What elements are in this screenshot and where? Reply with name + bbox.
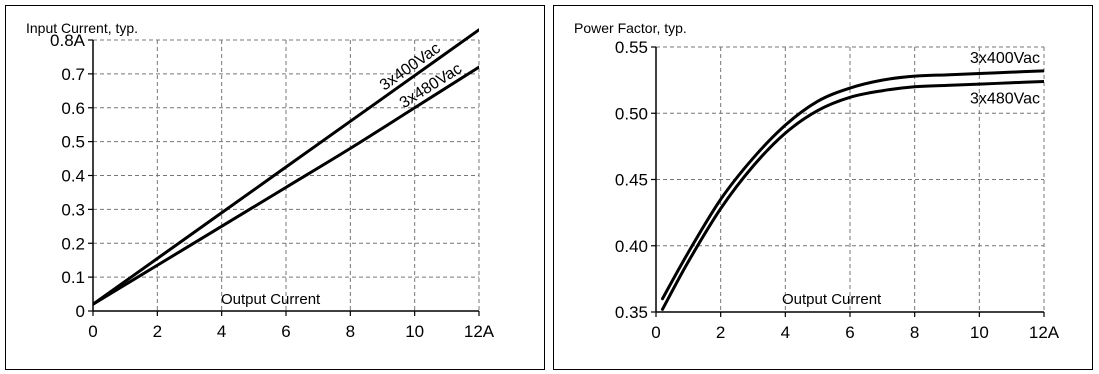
x-tick-label: 10 xyxy=(970,323,989,342)
x-tick-label: 6 xyxy=(845,323,854,342)
y-tick-label: 0.45 xyxy=(615,171,648,190)
chart-title: Input Current, typ. xyxy=(26,20,139,36)
y-tick-label: 0.8A xyxy=(50,31,86,50)
x-tick-label: 2 xyxy=(153,322,162,341)
y-tick-label: 0.55 xyxy=(615,38,648,57)
x-axis-label: Output Current xyxy=(782,291,882,308)
x-tick-label: 12A xyxy=(1029,323,1060,342)
input-current-chart: Input Current, typ. 0 2 4 6 8 10 12A 0 0.1 0.2 0.3… xyxy=(5,5,545,370)
x-tick-label: 8 xyxy=(910,323,919,342)
series-label-3x480vac: 3x480Vac xyxy=(970,90,1040,107)
x-tick-label: 12A xyxy=(464,322,495,341)
x-tick-label: 4 xyxy=(781,323,790,342)
y-tick-label: 0.7 xyxy=(61,65,85,84)
x-tick-label: 8 xyxy=(346,322,355,341)
series-label-3x400vac: 3x400Vac xyxy=(970,50,1040,67)
power-factor-plot: 0 2 4 6 8 10 12A 0.35 0.40 0.45 0.50 0.55 Output Cu… xyxy=(615,38,1060,342)
power-factor-chart: Power Factor, typ. 0 2 4 6 8 10 12A 0.35 0.40 0.4… xyxy=(553,5,1093,370)
y-tick-label: 0.50 xyxy=(615,104,648,123)
x-tick-label: 0 xyxy=(88,322,97,341)
y-tick-label: 0 xyxy=(76,302,85,321)
series-line-3x480vac xyxy=(660,79,1044,311)
x-tick-label: 4 xyxy=(217,322,226,341)
y-tick-label: 0.1 xyxy=(61,268,85,287)
series-line-3x400vac xyxy=(93,28,479,306)
series-line-3x480vac xyxy=(93,65,479,306)
x-tick-label: 0 xyxy=(651,323,660,342)
y-tick-label: 0.40 xyxy=(615,237,648,256)
y-tick-label: 0.3 xyxy=(61,200,85,219)
series-line-3x400vac xyxy=(660,69,1044,301)
x-tick-label: 6 xyxy=(281,322,290,341)
chart-title: Power Factor, typ. xyxy=(574,20,687,36)
input-current-plot: 0 2 4 6 8 10 12A 0 0.1 0.2 0.3 0.4 0.5 0.6 0.7 0.8A Out… xyxy=(50,28,495,341)
y-tick-label: 0.35 xyxy=(615,303,648,322)
x-tick-label: 2 xyxy=(716,323,725,342)
x-axis-label: Output Current xyxy=(221,291,321,308)
y-tick-label: 0.2 xyxy=(61,234,85,253)
y-tick-label: 0.6 xyxy=(61,99,85,118)
y-tick-label: 0.4 xyxy=(61,167,85,186)
x-tick-label: 10 xyxy=(405,322,424,341)
y-tick-label: 0.5 xyxy=(61,133,85,152)
